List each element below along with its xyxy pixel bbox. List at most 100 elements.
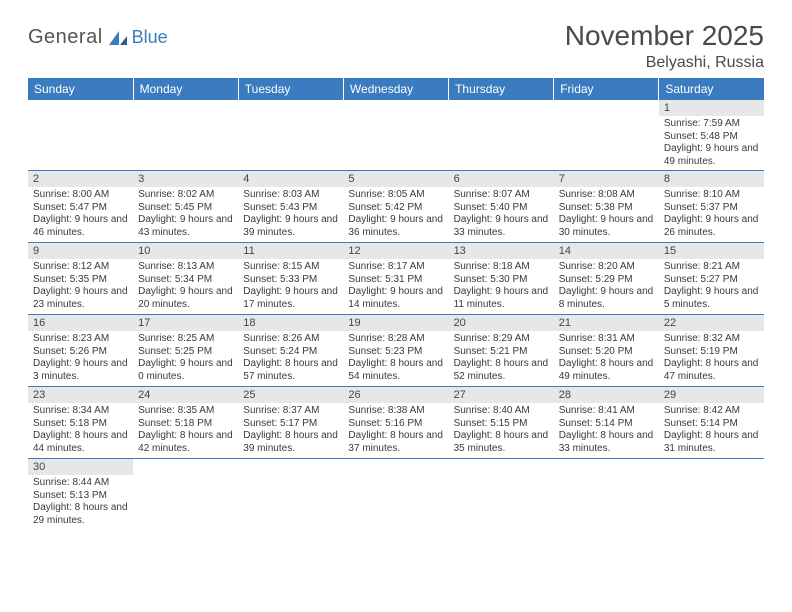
sunset-text: Sunset: 5:38 PM xyxy=(559,202,654,215)
day-body: Sunrise: 8:07 AMSunset: 5:40 PMDaylight:… xyxy=(449,188,554,241)
calendar-cell: 15Sunrise: 8:21 AMSunset: 5:27 PMDayligh… xyxy=(659,243,764,315)
day-body: Sunrise: 8:02 AMSunset: 5:45 PMDaylight:… xyxy=(133,188,238,241)
day-body: Sunrise: 8:32 AMSunset: 5:19 PMDaylight:… xyxy=(659,332,764,385)
sunrise-text: Sunrise: 8:31 AM xyxy=(559,333,654,346)
weekday-header: Sunday xyxy=(28,78,133,100)
day-number: 13 xyxy=(449,243,554,259)
day-number: 17 xyxy=(133,315,238,331)
daylight-text: Daylight: 9 hours and 14 minutes. xyxy=(348,286,443,311)
sunrise-text: Sunrise: 8:20 AM xyxy=(559,261,654,274)
sunset-text: Sunset: 5:13 PM xyxy=(33,490,128,503)
sunrise-text: Sunrise: 8:28 AM xyxy=(348,333,443,346)
day-body: Sunrise: 8:40 AMSunset: 5:15 PMDaylight:… xyxy=(449,404,554,457)
day-body: Sunrise: 8:00 AMSunset: 5:47 PMDaylight:… xyxy=(28,188,133,241)
calendar-cell xyxy=(343,100,448,171)
day-body: Sunrise: 8:05 AMSunset: 5:42 PMDaylight:… xyxy=(343,188,448,241)
calendar-row: 9Sunrise: 8:12 AMSunset: 5:35 PMDaylight… xyxy=(28,243,764,315)
calendar-cell: 10Sunrise: 8:13 AMSunset: 5:34 PMDayligh… xyxy=(133,243,238,315)
calendar-cell xyxy=(343,459,448,531)
daylight-text: Daylight: 8 hours and 35 minutes. xyxy=(454,430,549,455)
day-number: 15 xyxy=(659,243,764,259)
day-number: 21 xyxy=(554,315,659,331)
daylight-text: Daylight: 8 hours and 54 minutes. xyxy=(348,358,443,383)
sunrise-text: Sunrise: 8:10 AM xyxy=(664,189,759,202)
day-number: 18 xyxy=(238,315,343,331)
calendar-cell: 2Sunrise: 8:00 AMSunset: 5:47 PMDaylight… xyxy=(28,171,133,243)
calendar-cell xyxy=(554,100,659,171)
day-body: Sunrise: 8:26 AMSunset: 5:24 PMDaylight:… xyxy=(238,332,343,385)
daylight-text: Daylight: 8 hours and 57 minutes. xyxy=(243,358,338,383)
calendar-cell: 28Sunrise: 8:41 AMSunset: 5:14 PMDayligh… xyxy=(554,387,659,459)
daylight-text: Daylight: 9 hours and 8 minutes. xyxy=(559,286,654,311)
day-number: 1 xyxy=(659,100,764,116)
sunset-text: Sunset: 5:43 PM xyxy=(243,202,338,215)
day-number: 30 xyxy=(28,459,133,475)
day-body: Sunrise: 8:15 AMSunset: 5:33 PMDaylight:… xyxy=(238,260,343,313)
day-body: Sunrise: 8:31 AMSunset: 5:20 PMDaylight:… xyxy=(554,332,659,385)
day-number: 14 xyxy=(554,243,659,259)
day-number: 3 xyxy=(133,171,238,187)
daylight-text: Daylight: 9 hours and 33 minutes. xyxy=(454,214,549,239)
sunset-text: Sunset: 5:31 PM xyxy=(348,274,443,287)
calendar-cell: 6Sunrise: 8:07 AMSunset: 5:40 PMDaylight… xyxy=(449,171,554,243)
sunset-text: Sunset: 5:37 PM xyxy=(664,202,759,215)
day-body: Sunrise: 8:12 AMSunset: 5:35 PMDaylight:… xyxy=(28,260,133,313)
logo-sail-icon xyxy=(107,29,129,47)
title-block: November 2025 Belyashi, Russia xyxy=(565,20,764,72)
calendar-cell: 7Sunrise: 8:08 AMSunset: 5:38 PMDaylight… xyxy=(554,171,659,243)
calendar-cell: 29Sunrise: 8:42 AMSunset: 5:14 PMDayligh… xyxy=(659,387,764,459)
calendar-cell: 16Sunrise: 8:23 AMSunset: 5:26 PMDayligh… xyxy=(28,315,133,387)
weekday-header: Tuesday xyxy=(238,78,343,100)
calendar-cell: 18Sunrise: 8:26 AMSunset: 5:24 PMDayligh… xyxy=(238,315,343,387)
sunrise-text: Sunrise: 8:35 AM xyxy=(138,405,233,418)
calendar-cell: 14 Sunrise: 8:20 AMSunset: 5:29 PMDayligh… xyxy=(554,243,659,315)
weekday-header: Friday xyxy=(554,78,659,100)
weekday-header: Thursday xyxy=(449,78,554,100)
calendar-cell: 23Sunrise: 8:34 AMSunset: 5:18 PMDayligh… xyxy=(28,387,133,459)
day-number: 7 xyxy=(554,171,659,187)
sunset-text: Sunset: 5:26 PM xyxy=(33,346,128,359)
calendar-cell: 1Sunrise: 7:59 AMSunset: 5:48 PMDaylight… xyxy=(659,100,764,171)
sunset-text: Sunset: 5:27 PM xyxy=(664,274,759,287)
calendar-cell: 3Sunrise: 8:02 AMSunset: 5:45 PMDaylight… xyxy=(133,171,238,243)
daylight-text: Daylight: 8 hours and 29 minutes. xyxy=(33,502,128,527)
sunrise-text: Sunrise: 8:29 AM xyxy=(454,333,549,346)
sunrise-text: Sunrise: 8:32 AM xyxy=(664,333,759,346)
calendar-cell xyxy=(449,100,554,171)
sunrise-text: Sunrise: 8:08 AM xyxy=(559,189,654,202)
day-body: Sunrise: 8:17 AMSunset: 5:31 PMDaylight:… xyxy=(343,260,448,313)
daylight-text: Daylight: 9 hours and 17 minutes. xyxy=(243,286,338,311)
day-number: 29 xyxy=(659,387,764,403)
header: General Blue November 2025 Belyashi, Rus… xyxy=(28,20,764,72)
day-number: 24 xyxy=(133,387,238,403)
day-body: Sunrise: 8:35 AMSunset: 5:18 PMDaylight:… xyxy=(133,404,238,457)
calendar-cell: 4Sunrise: 8:03 AMSunset: 5:43 PMDaylight… xyxy=(238,171,343,243)
weekday-header: Monday xyxy=(133,78,238,100)
sunset-text: Sunset: 5:29 PM xyxy=(559,274,654,287)
sunrise-text: Sunrise: 8:05 AM xyxy=(348,189,443,202)
daylight-text: Daylight: 9 hours and 36 minutes. xyxy=(348,214,443,239)
calendar-row: 2Sunrise: 8:00 AMSunset: 5:47 PMDaylight… xyxy=(28,171,764,243)
logo-text-general: General xyxy=(28,26,103,49)
calendar-cell xyxy=(554,459,659,531)
day-body: Sunrise: 8:21 AMSunset: 5:27 PMDaylight:… xyxy=(659,260,764,313)
day-number: 9 xyxy=(28,243,133,259)
day-body: Sunrise: 8:18 AMSunset: 5:30 PMDaylight:… xyxy=(449,260,554,313)
day-number: 6 xyxy=(449,171,554,187)
day-body: Sunrise: 8:10 AMSunset: 5:37 PMDaylight:… xyxy=(659,188,764,241)
sunset-text: Sunset: 5:30 PM xyxy=(454,274,549,287)
sunset-text: Sunset: 5:18 PM xyxy=(138,418,233,431)
calendar-cell xyxy=(28,100,133,171)
day-body: Sunrise: 8:37 AMSunset: 5:17 PMDaylight:… xyxy=(238,404,343,457)
day-number: 2 xyxy=(28,171,133,187)
day-number: 19 xyxy=(343,315,448,331)
calendar-cell xyxy=(659,459,764,531)
daylight-text: Daylight: 8 hours and 47 minutes. xyxy=(664,358,759,383)
logo-text-blue: Blue xyxy=(132,27,168,48)
day-body: Sunrise: 8:28 AMSunset: 5:23 PMDaylight:… xyxy=(343,332,448,385)
day-body: Sunrise: 8:25 AMSunset: 5:25 PMDaylight:… xyxy=(133,332,238,385)
sunset-text: Sunset: 5:24 PM xyxy=(243,346,338,359)
day-number: 28 xyxy=(554,387,659,403)
sunrise-text: Sunrise: 8:23 AM xyxy=(33,333,128,346)
day-body: Sunrise: 8:23 AMSunset: 5:26 PMDaylight:… xyxy=(28,332,133,385)
